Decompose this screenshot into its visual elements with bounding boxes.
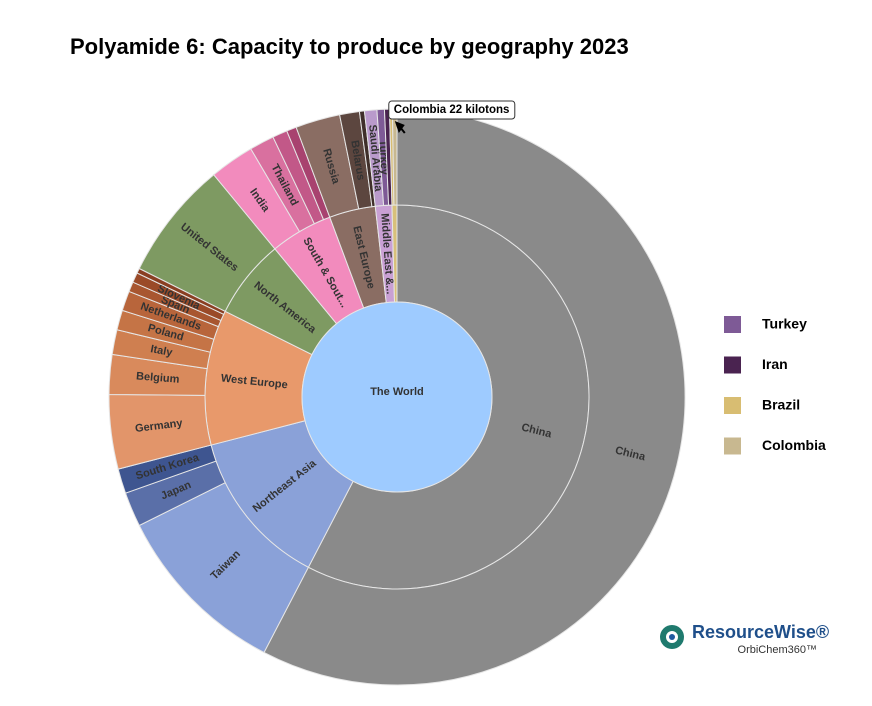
- root-label: The World: [370, 386, 424, 398]
- segment-label: Italy: [149, 343, 174, 359]
- annotation: Colombia 22 kilotons: [394, 104, 510, 116]
- segment-label: Middle East &...: [378, 213, 396, 295]
- legend-label: Turkey: [762, 316, 807, 332]
- annotation-arrow: [396, 122, 406, 134]
- logo-name: ResourceWise®: [692, 622, 829, 642]
- segment-label: Germany: [134, 417, 184, 435]
- segment-label: Belgium: [136, 370, 180, 385]
- chart-title: Polyamide 6: Capacity to produce by geog…: [70, 34, 629, 59]
- country-segment: [263, 108, 686, 686]
- logo: ResourceWise® OrbiChem360™: [660, 622, 829, 656]
- legend-label: Brazil: [762, 397, 800, 413]
- legend-label: Colombia: [762, 437, 826, 453]
- legend-swatch: [724, 356, 741, 374]
- legend-swatch: [724, 397, 741, 414]
- root-circle: [301, 301, 493, 493]
- legend-swatch: [724, 437, 741, 455]
- logo-icon: [669, 634, 675, 640]
- legend-swatch: [724, 316, 741, 333]
- annotation-box: [388, 100, 516, 120]
- logo-sub: OrbiChem360™: [738, 644, 817, 656]
- legend-label: Iran: [762, 356, 788, 372]
